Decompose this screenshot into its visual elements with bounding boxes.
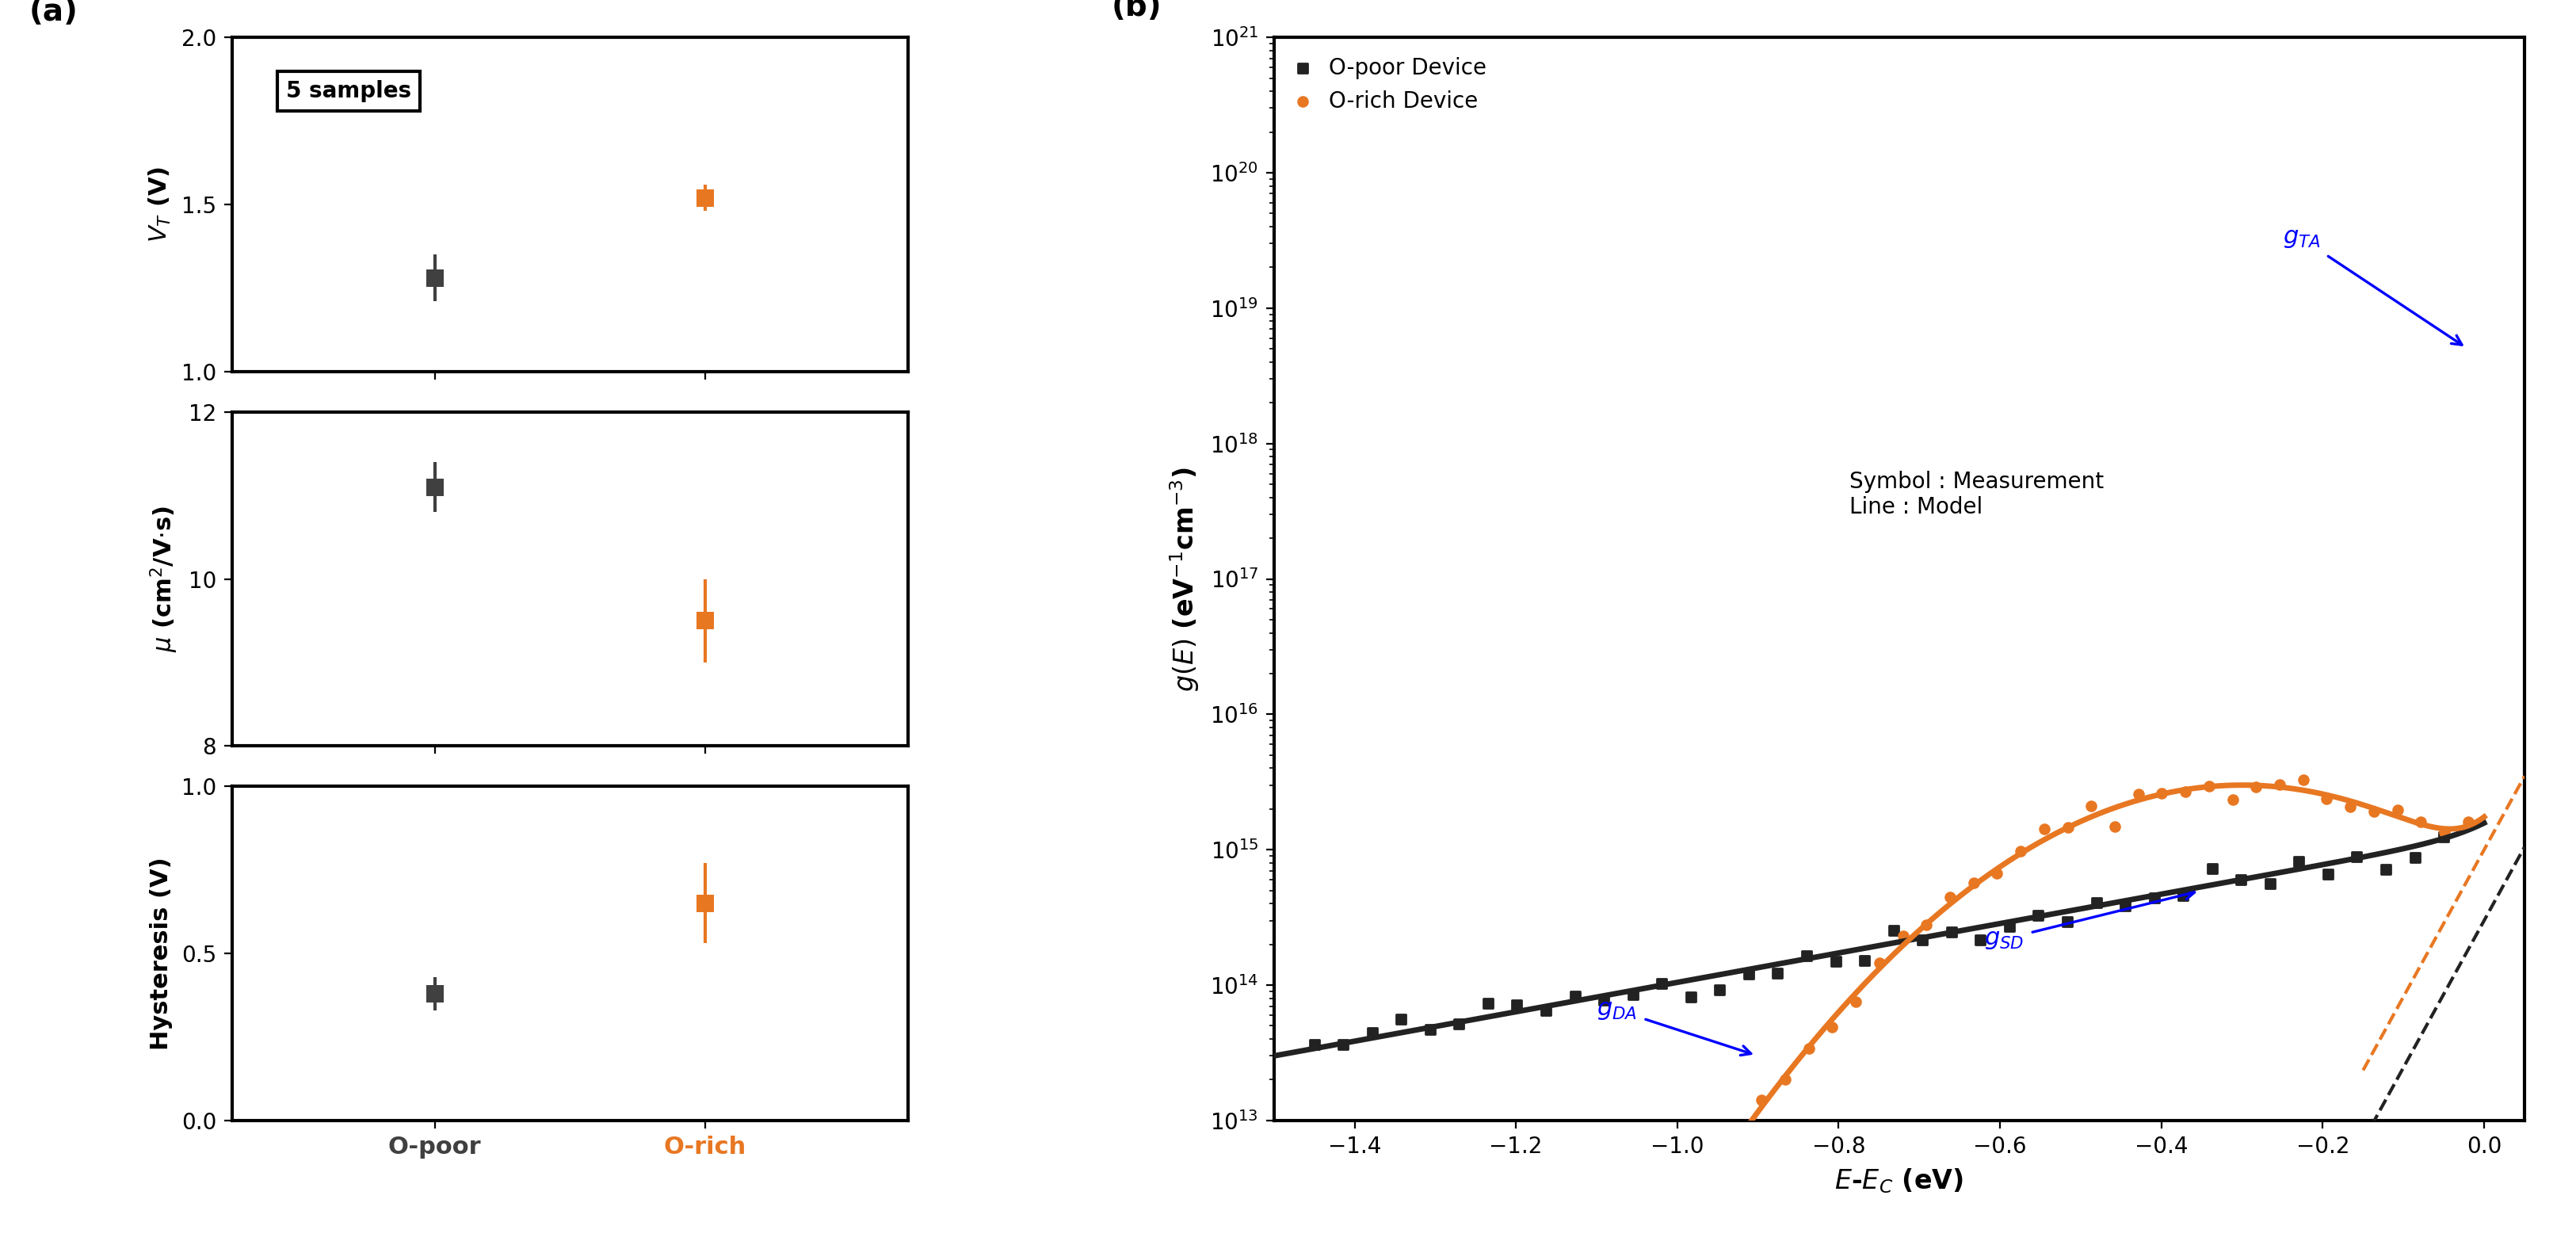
O-poor Device bbox=[1584, 990, 1625, 1010]
Text: $g_{SD}$: $g_{SD}$ bbox=[1984, 890, 2195, 951]
O-poor Device bbox=[1901, 930, 1942, 950]
O-poor Device bbox=[1816, 951, 1857, 971]
O-rich Device bbox=[2071, 796, 2112, 815]
O-rich Device bbox=[1788, 1038, 1829, 1058]
O-rich Device bbox=[1834, 991, 1875, 1011]
O-rich Device bbox=[2259, 774, 2300, 794]
O-rich Device bbox=[2190, 776, 2231, 796]
O-poor Device bbox=[2424, 827, 2465, 847]
O-rich Device bbox=[1695, 1165, 1736, 1185]
O-rich Device bbox=[2378, 801, 2419, 820]
O-rich Device bbox=[2236, 777, 2277, 797]
O-poor Device bbox=[2192, 859, 2233, 879]
O-poor Device bbox=[2105, 896, 2146, 916]
O-rich Device bbox=[1976, 863, 2017, 883]
O-rich Device bbox=[1669, 1204, 1710, 1224]
O-poor Device bbox=[2221, 870, 2262, 890]
O-rich Device bbox=[1741, 1091, 1783, 1111]
O-poor Device bbox=[1932, 921, 1973, 941]
X-axis label: $E$-$E_C$ (eV): $E$-$E_C$ (eV) bbox=[1834, 1167, 1963, 1195]
O-rich Device bbox=[2141, 783, 2182, 803]
Text: Symbol : Measurement
Line : Model: Symbol : Measurement Line : Model bbox=[1850, 471, 2105, 518]
Y-axis label: $\mu$ (cm$^2$/V$\cdot$s): $\mu$ (cm$^2$/V$\cdot$s) bbox=[149, 505, 180, 652]
O-poor Device bbox=[2336, 847, 2378, 867]
O-rich Device bbox=[2117, 784, 2159, 804]
O-rich Device bbox=[2354, 802, 2396, 822]
Text: $g_{DA}$: $g_{DA}$ bbox=[1597, 998, 1752, 1056]
O-rich Device bbox=[2401, 812, 2442, 832]
O-rich Device bbox=[2282, 769, 2324, 789]
O-rich Device bbox=[1811, 1017, 1852, 1037]
O-rich Device bbox=[2213, 789, 2254, 809]
O-rich Device bbox=[2447, 812, 2488, 832]
O-poor Device bbox=[2308, 864, 2349, 884]
O-poor Device bbox=[1613, 985, 1654, 1005]
O-poor Device bbox=[2161, 885, 2202, 905]
O-rich Device bbox=[2094, 817, 2136, 837]
O-rich Device bbox=[2424, 823, 2465, 843]
O-rich Device bbox=[1929, 886, 1971, 906]
Text: (b): (b) bbox=[1110, 0, 1162, 22]
O-poor Device bbox=[2393, 848, 2434, 868]
O-poor Device bbox=[1669, 987, 1710, 1007]
Y-axis label: $V_T$ (V): $V_T$ (V) bbox=[147, 167, 173, 243]
O-rich Device bbox=[2025, 819, 2066, 839]
O-poor Device bbox=[1989, 916, 2030, 936]
Y-axis label: Hysteresis (V): Hysteresis (V) bbox=[149, 857, 173, 1050]
O-poor Device bbox=[1553, 986, 1595, 1006]
O-poor Device bbox=[1757, 964, 1798, 984]
O-rich Device bbox=[2048, 818, 2089, 838]
O-rich Device bbox=[1860, 952, 1901, 972]
O-poor Device bbox=[1873, 920, 1914, 940]
O-poor Device bbox=[1641, 974, 1682, 994]
O-poor Device bbox=[1497, 995, 1538, 1015]
O-poor Device bbox=[2076, 893, 2117, 913]
O-poor Device bbox=[1437, 1015, 1479, 1035]
O-poor Device bbox=[2277, 852, 2318, 871]
O-rich Device bbox=[1999, 840, 2040, 860]
O-rich Device bbox=[1646, 1229, 1687, 1245]
O-poor Device bbox=[1728, 965, 1770, 985]
O-poor Device bbox=[2017, 905, 2058, 925]
O-poor Device bbox=[1293, 1035, 1334, 1055]
O-poor Device bbox=[1381, 1010, 1422, 1030]
O-rich Device bbox=[1953, 873, 1994, 893]
Text: 5 samples: 5 samples bbox=[286, 80, 412, 102]
O-poor Device bbox=[1960, 930, 2002, 950]
Text: $g_{TA}$: $g_{TA}$ bbox=[2282, 227, 2463, 345]
O-poor Device bbox=[2365, 860, 2406, 880]
O-poor Device bbox=[2249, 874, 2290, 894]
O-rich Device bbox=[2164, 782, 2205, 802]
O-poor Device bbox=[2048, 911, 2089, 931]
O-poor Device bbox=[1468, 994, 1510, 1013]
O-poor Device bbox=[1352, 1022, 1394, 1042]
O-rich Device bbox=[2329, 797, 2370, 817]
O-rich Device bbox=[1718, 1127, 1759, 1147]
O-poor Device bbox=[1785, 946, 1826, 966]
O-rich Device bbox=[1906, 915, 1947, 935]
O-rich Device bbox=[1765, 1069, 1806, 1089]
Y-axis label: $g(E)$ (eV$^{-1}$cm$^{-3}$): $g(E)$ (eV$^{-1}$cm$^{-3}$) bbox=[1167, 467, 1200, 691]
O-poor Device bbox=[1844, 951, 1886, 971]
O-poor Device bbox=[2133, 888, 2174, 908]
O-poor Device bbox=[1700, 980, 1741, 1000]
O-rich Device bbox=[2306, 788, 2347, 808]
O-poor Device bbox=[1525, 1001, 1566, 1021]
Legend: O-poor Device, O-rich Device: O-poor Device, O-rich Device bbox=[1285, 49, 1497, 121]
O-poor Device bbox=[1409, 1020, 1450, 1040]
O-rich Device bbox=[1883, 926, 1924, 946]
O-poor Device bbox=[1321, 1035, 1363, 1055]
Text: (a): (a) bbox=[28, 0, 77, 27]
